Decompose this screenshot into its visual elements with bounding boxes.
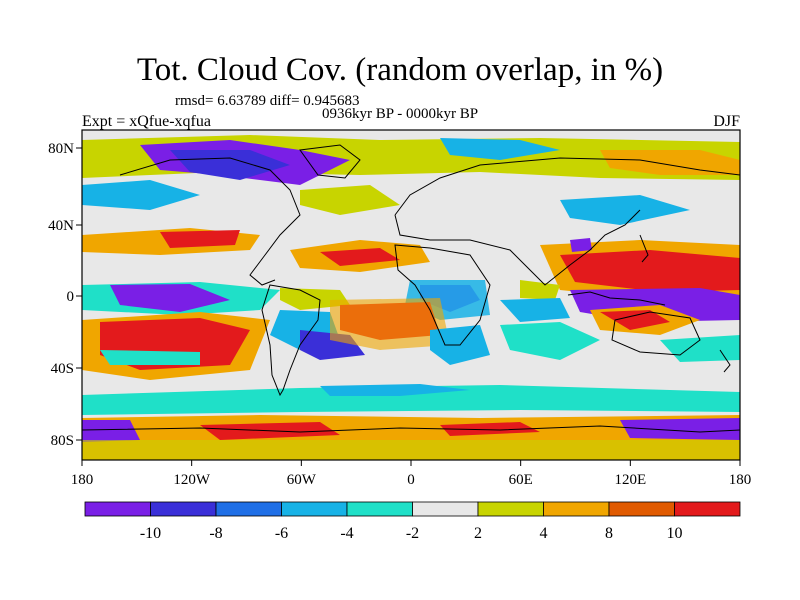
colorbar-label: 8 [605,525,613,542]
map-title: Tot. Cloud Cov. (random overlap, in %) [136,52,664,88]
colorbar-swatch [543,501,610,517]
lat-tick-label: 40S [51,361,74,377]
colorbar-swatch [608,501,675,517]
period-label: 0936kyr BP - 0000kyr BP [322,106,479,122]
colorbar-label: 10 [667,525,683,542]
field-arctic-orange [600,150,740,175]
colorbar-labels: -10 -8 -6 -4 -2 2 4 8 10 [140,525,683,542]
field-australia-red [600,310,670,330]
field-india-yellow [520,280,560,300]
colorbar-swatch [150,501,217,517]
field-spac-teal [100,350,200,365]
lon-axis: 180 120W 60W 0 60E 120E 180 [71,460,752,488]
coast-eurasia-south [394,209,641,286]
map-field [82,130,740,460]
field-eq-pac-purple [110,284,230,312]
field-asia-cyan [560,195,690,225]
colorbar-label: -2 [406,525,419,542]
experiment-label: Expt = xQfue-xqfua [82,113,211,130]
coast-maritime-continent [567,291,666,306]
field-southern-cyan [320,384,470,396]
colorbar-swatch [215,501,282,517]
field-antarctic-purple-e [620,418,740,440]
field-arctic-cyan [440,138,560,160]
colorbar-swatch [477,501,544,517]
coast-south-america [261,284,321,397]
lon-tick-label: 0 [407,472,415,488]
coast-africa [394,244,491,346]
field-sio-teal [500,322,600,360]
coast-australia [611,311,701,356]
lat-tick-label: 80N [48,141,74,157]
field-pacific-n-cyan [82,180,200,210]
field-wpac-red [560,250,740,292]
lon-tick-label: 180 [71,472,94,488]
field-southern-teal [82,385,740,415]
colorbar-swatch [346,501,413,517]
field-antarctic-red-c [440,422,540,436]
field-china-purple [570,238,592,252]
field-pole-yellow [82,440,740,460]
coast-eurasia-north [394,157,740,216]
field-io-cyan [500,298,570,322]
colorbar-label: -8 [209,525,222,542]
coast-antarctica [82,425,740,433]
lat-axis: 80N 40N 0 40S 80S [48,141,82,449]
lat-tick-label: 80S [51,433,74,449]
coast-new-zealand [719,349,731,373]
field-arctic-blue [170,150,290,180]
colorbar-label: 2 [474,525,482,542]
coast-north-america [119,157,301,286]
coast-japan [639,234,649,263]
field-satl-orange [330,298,450,350]
colorbar-swatch [674,501,741,517]
field-npac-red [160,230,240,248]
colorbar-swatch [84,501,151,517]
lon-tick-label: 180 [729,472,752,488]
colorbar-label: -4 [340,525,353,542]
lon-tick-label: 60W [287,472,317,488]
field-antarctic-purple-w [82,420,140,442]
stats-label: rmsd= 6.63789 diff= 0.945683 [175,93,360,109]
lon-tick-label: 60E [509,472,533,488]
coast-greenland [299,144,361,179]
lat-tick-label: 0 [67,289,75,305]
colorbar-swatch [412,501,479,517]
field-atl-n-yellow [300,185,400,215]
lon-tick-label: 120E [614,472,646,488]
season-label: DJF [713,113,740,130]
colorbar-label: -6 [275,525,288,542]
colorbar-label: 4 [540,525,548,542]
colorbar-label: -10 [140,525,161,542]
colorbar-swatch [281,501,348,517]
coastlines [82,144,740,433]
lat-tick-label: 40N [48,218,74,234]
field-natl-red [320,248,400,266]
colorbar [84,501,741,517]
lon-tick-label: 120W [173,472,211,488]
